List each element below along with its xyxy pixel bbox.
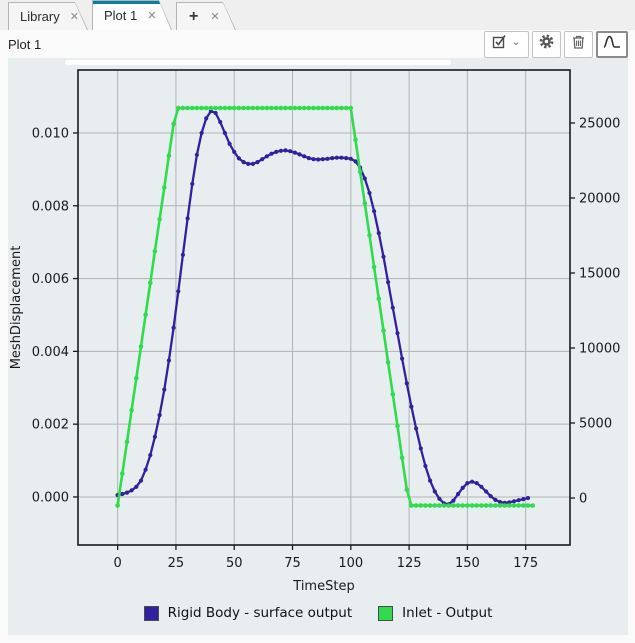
svg-text:5000: 5000 xyxy=(579,417,612,432)
delete-button[interactable] xyxy=(564,30,593,58)
legend-swatch-blue xyxy=(143,605,159,621)
svg-text:25: 25 xyxy=(168,556,185,571)
tab-new[interactable]: + ✕ xyxy=(176,2,236,30)
tab-library-label: Library xyxy=(20,9,60,24)
gear-icon xyxy=(538,33,555,55)
svg-text:0: 0 xyxy=(579,492,587,507)
series-line-0 xyxy=(116,109,530,506)
svg-text:0.010: 0.010 xyxy=(32,126,69,141)
plot-header-row: Plot 1 ⌄ xyxy=(0,30,635,58)
pulse-curve-icon xyxy=(602,33,622,55)
svg-text:0.002: 0.002 xyxy=(32,418,69,433)
settings-button[interactable] xyxy=(532,30,561,58)
svg-text:0.004: 0.004 xyxy=(32,345,69,360)
svg-text:20000: 20000 xyxy=(579,191,620,206)
tab-plot1-label: Plot 1 xyxy=(104,8,138,23)
close-icon[interactable]: ✕ xyxy=(210,11,220,23)
scrollbar-horizontal[interactable] xyxy=(65,60,451,65)
series-line-1 xyxy=(116,106,535,507)
svg-text:0.000: 0.000 xyxy=(32,490,69,505)
svg-text:125: 125 xyxy=(397,556,422,571)
svg-text:0.006: 0.006 xyxy=(32,272,69,287)
svg-text:175: 175 xyxy=(513,556,538,571)
chevron-down-icon: ⌄ xyxy=(511,36,521,48)
add-tab-icon[interactable]: + xyxy=(189,7,199,25)
plot-toolbar: ⌄ xyxy=(484,30,628,58)
svg-text:TimeStep: TimeStep xyxy=(292,579,354,594)
tab-bar: Library ✕ Plot 1 ✕ + ✕ xyxy=(0,0,635,30)
svg-text:10000: 10000 xyxy=(579,342,620,357)
legend-label: Rigid Body - surface output xyxy=(167,605,353,621)
plot-widget: 0 25 50 75 100 125 150 175 0.000 0.002 0.004 0.006 0… xyxy=(8,58,628,635)
tab-library[interactable]: Library ✕ xyxy=(8,2,88,30)
svg-text:0.008: 0.008 xyxy=(32,199,69,214)
svg-text:15000: 15000 xyxy=(579,266,620,281)
svg-text:MeshDisplacement: MeshDisplacement xyxy=(9,246,24,370)
svg-text:150: 150 xyxy=(455,556,480,571)
chart-legend: Rigid Body - surface output Inlet - Outp… xyxy=(8,605,628,621)
svg-text:50: 50 xyxy=(226,556,243,571)
svg-text:0: 0 xyxy=(113,556,121,571)
svg-text:75: 75 xyxy=(284,556,301,571)
curve-select-dropdown-button[interactable]: ⌄ xyxy=(484,30,529,58)
close-icon[interactable]: ✕ xyxy=(69,11,79,23)
legend-swatch-green xyxy=(378,605,394,621)
active-tab-accent xyxy=(93,1,160,4)
svg-text:100: 100 xyxy=(338,556,363,571)
svg-text:25000: 25000 xyxy=(579,116,620,131)
legend-item-rigid-body: Rigid Body - surface output xyxy=(143,605,353,621)
legend-item-inlet: Inlet - Output xyxy=(378,605,492,621)
trash-icon xyxy=(571,34,586,55)
close-icon[interactable]: ✕ xyxy=(147,10,157,22)
checkbox-icon xyxy=(492,34,507,54)
legend-label: Inlet - Output xyxy=(402,605,493,621)
tab-plot1[interactable]: Plot 1 ✕ xyxy=(92,0,172,30)
page-title: Plot 1 xyxy=(8,36,42,52)
plot-canvas[interactable]: 0 25 50 75 100 125 150 175 0.000 0.002 0.004 0.006 0… xyxy=(8,58,628,635)
curve-plot-mode-button[interactable] xyxy=(596,30,628,58)
